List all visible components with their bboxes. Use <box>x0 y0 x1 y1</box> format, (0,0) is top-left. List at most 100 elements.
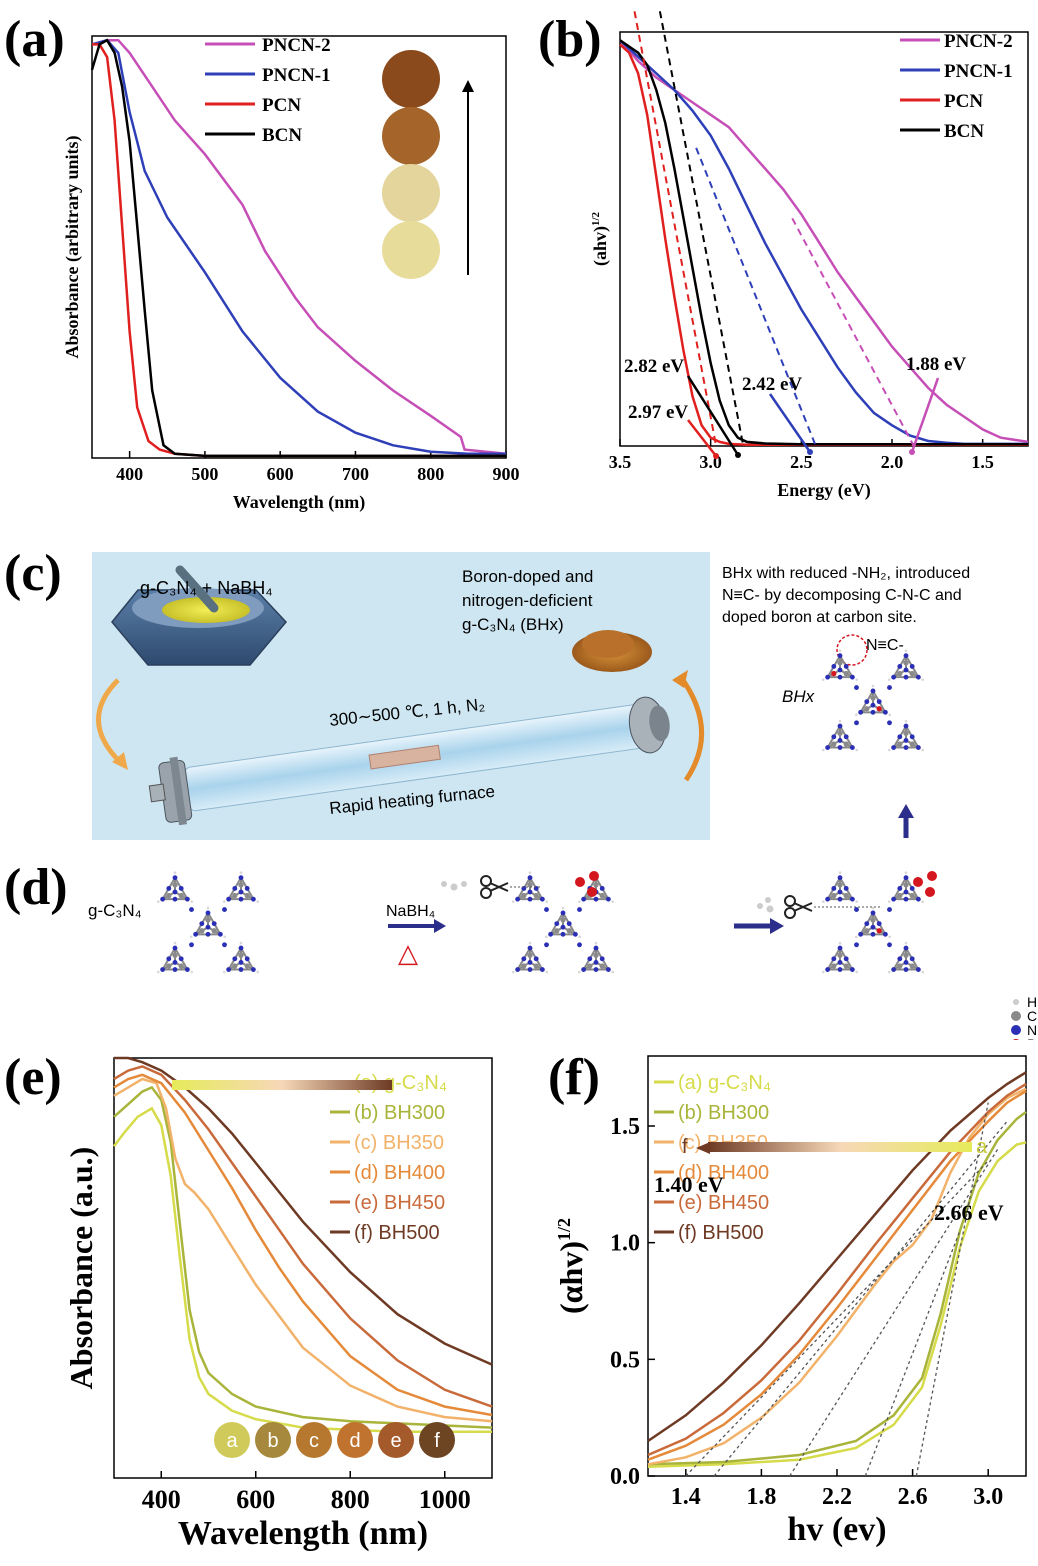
hydrogen-atom <box>173 941 177 945</box>
nitrogen-atom <box>160 967 166 972</box>
nitrogen-atom <box>903 723 909 729</box>
nitrogen-atom <box>837 653 843 659</box>
x-tick-label: 3.5 <box>609 452 632 472</box>
carbon-atom <box>521 892 527 899</box>
nitrogen-atom <box>837 875 843 881</box>
carbon-atom <box>837 730 843 736</box>
annotation-arrowhead <box>807 449 813 455</box>
nitrogen-atom <box>849 896 855 902</box>
annotation-arrow <box>910 377 940 453</box>
arrow-end-label: f <box>682 1136 688 1158</box>
nitrogen-atom <box>244 956 250 962</box>
scissors-icon-1 <box>441 871 599 899</box>
series-line-BH450 <box>113 1065 493 1408</box>
nitrogen-atom <box>178 956 184 962</box>
series-line-PNCN-2 <box>91 38 507 456</box>
nitrogen-atom <box>837 889 843 895</box>
hydrogen-atom <box>904 719 908 723</box>
nitrogen-atom <box>858 709 864 715</box>
nitrogen-atom <box>250 896 256 902</box>
hydrogen-atom <box>156 970 160 974</box>
sample-swatch <box>419 1422 455 1458</box>
product-label-line3: g-C₃N₄ (BHx) <box>462 615 564 634</box>
hydrogen-atom <box>156 900 160 903</box>
nitrogen-atom <box>205 910 211 916</box>
panel-label-a: (a) <box>4 11 65 68</box>
hydrogen-atom <box>511 970 515 974</box>
x-tick-label: 1.8 <box>746 1484 776 1510</box>
bhx-desc-line2: N≡C- by decomposing C-N-C and <box>722 587 962 604</box>
nitrogen-atom <box>876 699 882 705</box>
nitrogen-atom <box>903 674 909 680</box>
product-label-line2: nitrogen-deficient <box>462 591 593 610</box>
bridge-nitrogen <box>222 907 227 913</box>
x-tick-label: 600 <box>267 464 294 484</box>
hydrogen-atom <box>887 970 891 974</box>
carbon-atom <box>903 730 909 736</box>
x-tick-label: 900 <box>493 464 520 484</box>
nitrogen-atom <box>837 967 843 972</box>
legend-label: PCN <box>262 95 301 116</box>
series-line-PNCN-1 <box>91 38 506 456</box>
nitrogen-atom <box>226 896 232 902</box>
hydrogen-atom <box>888 713 892 717</box>
gap-annotation: 1.88 eV <box>906 354 966 375</box>
hydrogen-atom <box>223 935 227 939</box>
nitrogen-atom <box>238 889 244 895</box>
nitrogen-atom <box>199 921 205 927</box>
sample-swatch-label: f <box>434 1430 440 1452</box>
x-tick-label: 2.6 <box>898 1484 928 1510</box>
carbon-atom <box>199 928 205 934</box>
nitrogen-atom <box>599 956 605 962</box>
carbon-atom <box>903 952 909 958</box>
x-tick-label: 3.0 <box>973 1484 1003 1510</box>
gradient-arrow <box>172 1080 392 1090</box>
final-structure-d <box>821 871 925 974</box>
nitrogen-atom <box>870 709 876 715</box>
legend-label: (f) BH500 <box>354 1222 440 1244</box>
carbon-atom <box>864 706 870 712</box>
carbon-atom <box>560 917 566 923</box>
nitrogen-atom <box>527 889 533 895</box>
legend-label: (f) BH500 <box>678 1222 764 1244</box>
series-line-BH500 <box>647 1071 1027 1443</box>
carbon-atom <box>837 660 843 666</box>
nitrogen-atom <box>178 886 184 891</box>
nitrogen-atom <box>903 889 909 895</box>
nitrogen-atom <box>891 674 897 680</box>
bridge-nitrogen <box>887 685 892 691</box>
nitrogen-atom <box>882 709 888 715</box>
hydrogen-atom <box>256 900 260 903</box>
hydrogen-atom <box>887 678 891 681</box>
tangent-line <box>658 11 745 447</box>
carbon-atom <box>831 741 837 747</box>
carbon-atom <box>533 963 539 969</box>
nitrogen-atom <box>172 896 178 902</box>
sample-swatch <box>296 1422 332 1458</box>
panel-label-b: (b) <box>538 11 602 68</box>
product-label-line1: Boron-doped and <box>462 567 593 586</box>
nitrogen-atom <box>599 886 605 891</box>
product-powder <box>572 630 652 672</box>
legend-label: BCN <box>944 121 984 142</box>
nitrogen-atom <box>527 967 533 972</box>
carbon-atom <box>831 892 837 899</box>
nitrogen-atom <box>843 956 849 962</box>
nc-label: N≡C- <box>866 637 904 654</box>
hydrogen-atom <box>190 900 194 903</box>
bridge-nitrogen <box>854 907 859 913</box>
carbon-atom <box>232 963 238 969</box>
curved-arrow-right <box>677 674 705 782</box>
nitrogen-atom <box>527 945 533 951</box>
x-tick-label: 400 <box>142 1485 181 1514</box>
bridge-nitrogen <box>544 907 549 913</box>
nitrogen-atom <box>205 931 211 937</box>
series-line-BH450 <box>647 1082 1027 1457</box>
sample-photo <box>382 164 440 222</box>
nitrogen-atom <box>527 959 533 965</box>
reactants-label: g-C₃N₄ + NaBH₄ <box>140 578 273 598</box>
nitrogen-atom <box>238 967 244 972</box>
plot-frame <box>91 35 507 459</box>
nitrogen-atom <box>172 967 178 972</box>
